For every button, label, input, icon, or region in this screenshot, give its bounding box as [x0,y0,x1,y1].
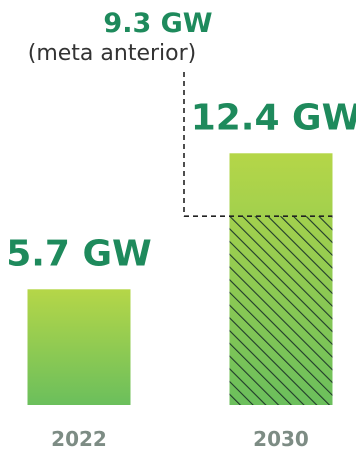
category-label-2022: 2022 [51,427,107,451]
bar-2030-previous-target-hatch [229,216,333,405]
value-label-2022: 5.7 GW [6,233,152,274]
bar-2022 [27,289,131,405]
value-label-2030: 12.4 GW [191,97,356,138]
previous-target-note: (meta anterior) [28,41,196,66]
category-label-2030: 2030 [253,427,309,451]
previous-target-value: 9.3 GW [103,8,212,39]
